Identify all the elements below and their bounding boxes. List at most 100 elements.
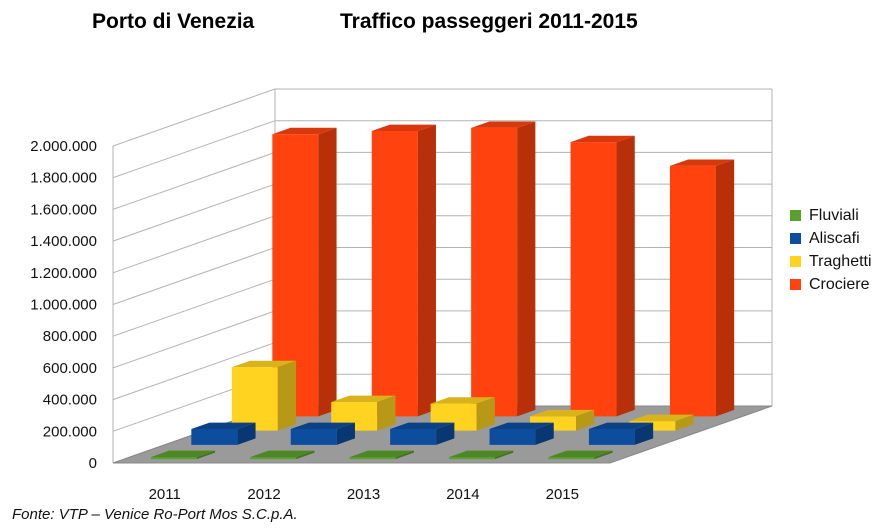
bar-aliscafi-2011 — [191, 422, 256, 445]
bar-aliscafi-2012 — [290, 422, 355, 445]
bar-fluviali-2013 — [349, 450, 414, 460]
bar-top — [250, 450, 315, 458]
bar-side — [517, 121, 536, 417]
bar-side — [237, 422, 256, 445]
y-tick-label: 1.800.000 — [30, 170, 97, 187]
legend-item-traghetti: Traghetti — [790, 250, 872, 273]
bar-fluviali-2014 — [449, 450, 514, 460]
bar-front — [191, 428, 238, 445]
y-tick-label: 1.600.000 — [30, 201, 97, 218]
bar-side — [296, 450, 315, 460]
bar-top — [272, 127, 337, 135]
bar-top — [471, 121, 536, 128]
gridline — [112, 88, 772, 147]
bar-top — [489, 422, 554, 429]
bar-traghetti-2011 — [231, 360, 297, 431]
bar-front — [449, 457, 496, 460]
legend-label: Traghetti — [809, 252, 872, 270]
bar-front — [250, 457, 297, 460]
bar-front — [669, 165, 716, 417]
bar-side — [634, 422, 654, 445]
bar-top — [231, 360, 297, 368]
bar-crociere-2015 — [669, 159, 735, 417]
legend-item-crociere: Crociere — [790, 273, 872, 296]
bar-top — [390, 422, 455, 429]
bar-side — [277, 360, 297, 431]
bar-front — [471, 127, 518, 417]
bar-crociere-2011 — [272, 127, 337, 417]
x-tick-label: 2012 — [247, 486, 280, 503]
bar-front — [570, 142, 617, 417]
legend-item-fluviali: Fluviali — [790, 204, 872, 227]
bar-top — [530, 409, 595, 417]
bar-side — [594, 450, 613, 460]
y-tick-label: 200.000 — [43, 423, 97, 440]
bar-side — [395, 450, 414, 460]
bar-fluviali-2015 — [548, 450, 613, 460]
bar-side — [318, 127, 337, 417]
y-tick-label: 800.000 — [43, 328, 97, 345]
bar-front — [150, 457, 197, 460]
bar-front — [548, 457, 595, 460]
x-tick-label: 2015 — [546, 486, 579, 503]
bar-fluviali-2011 — [150, 450, 216, 460]
y-tick-label: 2.000.000 — [30, 138, 97, 155]
bar-top — [548, 450, 613, 458]
bar-top — [449, 450, 514, 458]
bar-side — [576, 409, 595, 431]
bar-side — [336, 422, 355, 445]
bar-side — [476, 397, 495, 431]
bar-side — [715, 159, 735, 417]
bar-top — [588, 422, 654, 429]
bar-traghetti-2012 — [331, 395, 396, 431]
bar-top — [629, 414, 694, 422]
x-tick-label: 2014 — [446, 486, 479, 503]
source-note: Fonte: VTP – Venice Ro-Port Mos S.C.p.A. — [12, 506, 298, 523]
bar-aliscafi-2013 — [390, 422, 455, 445]
bar-front — [290, 428, 337, 445]
legend-label: Aliscafi — [809, 229, 860, 247]
bar-side — [196, 450, 216, 460]
chart-legend: Fluviali Aliscafi Traghetti Crociere — [790, 204, 872, 296]
bar-side — [675, 414, 694, 431]
y-tick-label: 1.000.000 — [30, 297, 97, 314]
chart-title: Traffico passeggeri 2011-2015 — [340, 10, 638, 33]
page-title: Porto di Venezia — [92, 10, 255, 33]
legend-swatch — [790, 233, 801, 244]
y-tick-label: 600.000 — [43, 360, 97, 377]
bar-top — [371, 124, 436, 132]
bar-top — [150, 450, 216, 458]
bar-front — [349, 457, 396, 460]
bar-top — [669, 159, 735, 166]
bar-aliscafi-2014 — [489, 422, 554, 445]
bar-side — [535, 422, 554, 445]
bar-side — [417, 124, 436, 417]
bar-top — [570, 135, 635, 143]
legend-swatch — [790, 210, 801, 221]
bar-front — [588, 428, 635, 445]
bar-front — [390, 428, 437, 445]
bar-crociere-2014 — [570, 135, 635, 417]
bar-crociere-2012 — [371, 124, 436, 417]
legend-label: Crociere — [809, 275, 870, 293]
legend-swatch — [790, 256, 801, 267]
bar-front — [231, 367, 278, 431]
bar-top — [290, 422, 355, 429]
bar-top — [430, 397, 495, 404]
bar-side — [377, 395, 396, 431]
bar-front — [489, 428, 536, 445]
bar-front — [371, 131, 418, 417]
y-tick-label: 400.000 — [43, 392, 97, 409]
x-tick-label: 2011 — [149, 486, 181, 503]
y-tick-label: 1.400.000 — [30, 233, 97, 250]
y-tick-label: 1.200.000 — [30, 265, 97, 282]
legend-item-aliscafi: Aliscafi — [790, 227, 872, 250]
bar-front — [272, 134, 319, 417]
bar-side — [616, 135, 635, 417]
bar-side — [436, 422, 455, 445]
legend-label: Fluviali — [809, 206, 859, 224]
bar-side — [495, 450, 514, 460]
bar-top — [349, 450, 414, 458]
y-tick-label: 0 — [89, 455, 97, 472]
